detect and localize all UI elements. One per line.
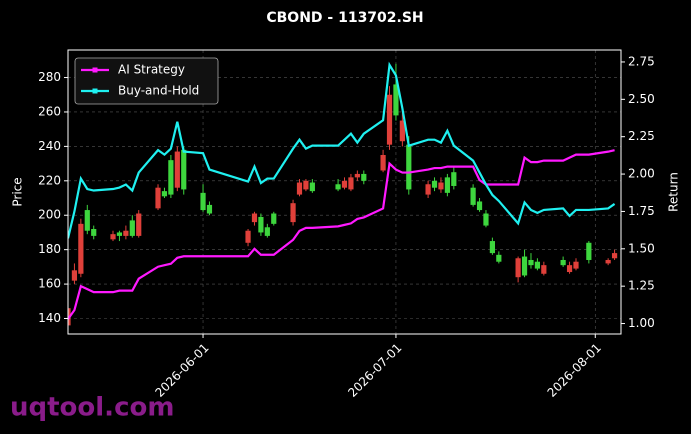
candle-body — [271, 213, 277, 224]
candle-body — [174, 151, 180, 188]
candle-body — [168, 160, 174, 195]
y2-tick-label: 1.00 — [628, 316, 655, 330]
candle-body — [521, 256, 528, 276]
candle-body — [258, 216, 264, 233]
candle-body — [161, 191, 168, 197]
y-tick-label: 140 — [38, 311, 61, 325]
plot-area — [68, 61, 618, 329]
watermark: uqtool.com — [10, 393, 174, 423]
legend: AI Strategy Buy-and-Hold — [74, 57, 219, 105]
legend-marker — [92, 67, 98, 73]
y-tick-label: 160 — [38, 277, 61, 291]
candle-body — [71, 270, 78, 281]
candle-body — [451, 172, 457, 186]
candle-body — [489, 241, 495, 254]
candle-body — [611, 253, 618, 259]
y-tick-label: 260 — [38, 104, 61, 118]
y2-tick-label: 1.50 — [628, 241, 655, 255]
candle-body — [129, 220, 135, 236]
candle-body — [123, 230, 129, 236]
y2-axis-label: Return — [667, 172, 681, 212]
candle-body — [393, 84, 399, 116]
y-tick-label: 280 — [38, 70, 61, 84]
candle-body — [290, 203, 296, 223]
candle-body — [181, 149, 187, 190]
candle-body — [496, 254, 502, 262]
candle-body — [573, 261, 579, 269]
candle-body — [348, 177, 354, 190]
y2-tick-label: 1.75 — [628, 204, 655, 218]
candle-body — [354, 173, 360, 178]
candle-body — [303, 180, 309, 190]
candle-body — [406, 144, 412, 190]
candle-body — [84, 210, 90, 231]
candle-body — [296, 182, 303, 195]
candle-body — [566, 265, 573, 273]
y-tick-label: 240 — [38, 139, 61, 153]
candle-body — [264, 227, 270, 236]
candle-body — [251, 213, 258, 223]
plot-frame — [67, 49, 622, 335]
candle-body — [110, 234, 116, 240]
candle-body — [200, 192, 206, 211]
candle-body — [476, 201, 483, 211]
candle-body — [560, 259, 566, 266]
candle-body — [136, 213, 142, 236]
y2-tick-label: 2.75 — [628, 54, 655, 68]
y-tick-label: 220 — [38, 173, 61, 187]
candle-body — [78, 223, 84, 274]
candle-body — [116, 232, 123, 236]
candle-body — [155, 187, 161, 209]
candle-body — [245, 230, 251, 243]
candle-body — [335, 184, 341, 190]
candle-body — [386, 94, 393, 145]
candle-body — [341, 180, 348, 188]
legend-label: Buy-and-Hold — [118, 84, 199, 98]
candle-body — [534, 261, 541, 269]
candle-body — [309, 182, 315, 192]
y2-tick-label: 2.00 — [628, 167, 655, 181]
candle-body — [438, 182, 444, 190]
candle-body — [586, 242, 592, 260]
y-axis-label: Price — [11, 177, 25, 206]
candle-body — [431, 180, 438, 188]
candle-body — [605, 259, 611, 264]
candle-body — [425, 184, 431, 195]
candle-body — [470, 187, 476, 205]
candle-body — [91, 229, 97, 236]
candle-body — [380, 154, 386, 171]
candle-body — [528, 259, 534, 266]
chart-title: CBOND - 113702.SH — [266, 10, 423, 26]
y-tick-label: 200 — [38, 208, 61, 222]
y2-tick-label: 2.25 — [628, 129, 655, 143]
candle-body — [399, 120, 405, 142]
candle-body — [515, 258, 521, 278]
y-tick-label: 180 — [38, 242, 61, 256]
candle-body — [444, 177, 450, 193]
line-series — [68, 61, 616, 239]
legend-marker — [92, 88, 98, 94]
candle-body — [541, 265, 547, 274]
candle-body — [483, 213, 489, 226]
candle-body — [206, 204, 213, 214]
y2-tick-label: 2.50 — [628, 92, 655, 106]
legend-box — [74, 57, 219, 105]
line-series — [68, 149, 615, 320]
legend-label: AI Strategy — [118, 63, 185, 77]
y2-tick-label: 1.25 — [628, 279, 655, 293]
candle-body — [361, 173, 367, 181]
